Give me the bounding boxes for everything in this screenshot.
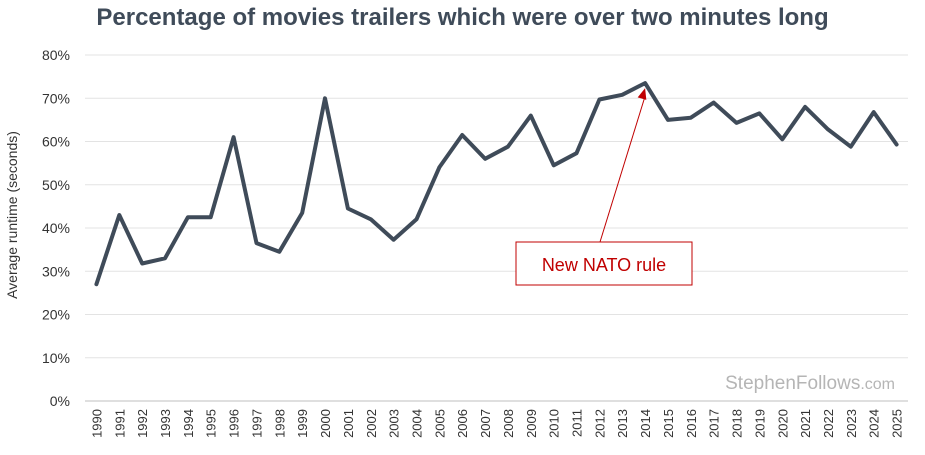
annotation-box bbox=[515, 241, 693, 286]
x-tick-label: 2008 bbox=[501, 409, 516, 438]
x-tick-label: 1998 bbox=[272, 409, 287, 438]
watermark-main: StephenFollows bbox=[725, 373, 860, 394]
y-tick-label: 40% bbox=[42, 220, 70, 236]
x-axis-ticks: 1990 1991 1992 1993 1994 1995 1996 1997 1998 1999… bbox=[89, 409, 904, 438]
x-tick-label: 1992 bbox=[135, 409, 150, 438]
watermark: StephenFollows.com bbox=[725, 373, 895, 394]
x-tick-label: 2004 bbox=[409, 409, 424, 438]
series-group bbox=[94, 81, 899, 287]
x-tick-label: 2017 bbox=[707, 409, 722, 438]
y-tick-label: 60% bbox=[42, 134, 70, 150]
y-tick-label: 30% bbox=[42, 263, 70, 279]
watermark-suffix: .com bbox=[860, 376, 895, 393]
chart-title: Percentage of movies trailers which were… bbox=[96, 4, 829, 31]
x-tick-label: 2010 bbox=[547, 409, 562, 438]
x-tick-label: 2025 bbox=[890, 409, 905, 438]
x-tick-label: 2012 bbox=[592, 409, 607, 438]
x-tick-label: 2020 bbox=[775, 409, 790, 438]
annotation-arrow-head bbox=[637, 88, 647, 100]
x-tick-label: 1996 bbox=[227, 409, 242, 438]
annotation-group: New NATO rule bbox=[515, 88, 693, 286]
y-tick-label: 0% bbox=[50, 393, 70, 409]
x-tick-label: 2018 bbox=[730, 409, 745, 438]
x-tick-label: 1991 bbox=[112, 409, 127, 438]
y-tick-label: 10% bbox=[42, 350, 70, 366]
y-axis-ticks: 0% 10% 20% 30% 40% 50% 60% 70% 80% bbox=[42, 47, 70, 409]
x-tick-label: 1997 bbox=[249, 409, 264, 438]
y-tick-label: 80% bbox=[42, 47, 70, 63]
x-tick-label: 2000 bbox=[318, 409, 333, 438]
x-tick-label: 2019 bbox=[752, 409, 767, 438]
x-tick-label: 2013 bbox=[615, 409, 630, 438]
x-tick-label: 1993 bbox=[158, 409, 173, 438]
y-axis-label: Average runtime (seconds) bbox=[4, 131, 20, 299]
x-tick-label: 2011 bbox=[570, 409, 585, 437]
y-tick-label: 50% bbox=[42, 177, 70, 193]
x-tick-label: 2015 bbox=[661, 409, 676, 438]
x-tick-label: 2021 bbox=[798, 409, 813, 438]
x-tick-label: 1994 bbox=[181, 409, 196, 438]
x-tick-label: 2014 bbox=[638, 409, 653, 438]
x-tick-label: 2022 bbox=[821, 409, 836, 438]
x-tick-label: 2001 bbox=[341, 409, 356, 438]
x-tick-label: 2005 bbox=[432, 409, 447, 438]
gridlines bbox=[85, 54, 908, 402]
y-tick-label: 70% bbox=[42, 90, 70, 106]
x-tick-label: 2006 bbox=[455, 409, 470, 438]
x-tick-label: 2002 bbox=[364, 409, 379, 438]
x-tick-label: 1999 bbox=[295, 409, 310, 438]
x-tick-label: 2016 bbox=[684, 409, 699, 438]
x-tick-label: 2007 bbox=[478, 409, 493, 438]
x-tick-label: 1990 bbox=[89, 409, 104, 438]
x-tick-label: 2003 bbox=[387, 409, 402, 438]
x-tick-label: 2009 bbox=[524, 409, 539, 438]
x-tick-label: 2024 bbox=[867, 409, 882, 438]
x-tick-label: 1995 bbox=[204, 409, 219, 438]
annotation-label: New NATO rule bbox=[542, 255, 666, 275]
annotation-arrow-line bbox=[599, 95, 646, 243]
x-tick-label: 2023 bbox=[844, 409, 859, 438]
series-line bbox=[94, 81, 899, 287]
y-tick-label: 20% bbox=[42, 307, 70, 323]
